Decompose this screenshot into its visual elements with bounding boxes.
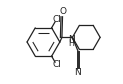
Text: H: H — [69, 39, 74, 48]
Text: N: N — [75, 68, 81, 77]
Text: Cl: Cl — [52, 60, 61, 69]
Text: N: N — [68, 35, 75, 44]
Text: Cl: Cl — [52, 15, 61, 24]
Text: O: O — [59, 7, 66, 16]
